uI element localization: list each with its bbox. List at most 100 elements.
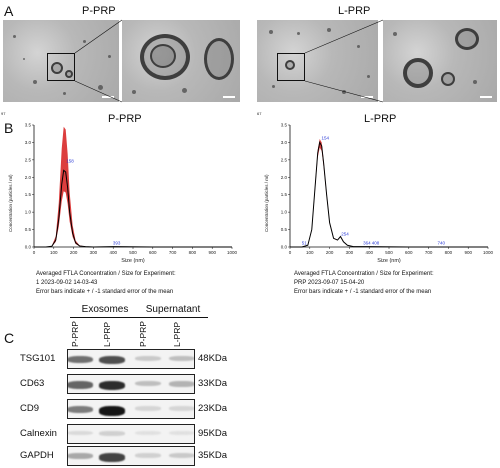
caption-left-line3: Error bars indicate + / -1 standard erro… <box>36 289 174 295</box>
blot-strip <box>67 374 195 394</box>
nta-right-y-tick-label: 2.5 <box>281 157 288 162</box>
protein-label: CD63 <box>20 378 45 389</box>
nta-right-xlabel: Size (nm) <box>377 258 401 264</box>
tem-zoom-left <box>122 20 240 102</box>
blot-strip <box>67 446 195 466</box>
caption-right-line3: Error bars indicate + / -1 standard erro… <box>294 289 432 295</box>
lane-label: P-PRP <box>70 321 80 347</box>
group-exosomes-label: Exosomes <box>81 304 129 315</box>
nta-right-error-band <box>290 138 488 247</box>
panel-a-letter: A <box>4 3 14 19</box>
blot-strip <box>67 399 195 419</box>
nta-left-x-tick-label: 700 <box>169 250 177 255</box>
nta-left-error-band <box>34 126 232 247</box>
lane-label: L-PRP <box>172 321 182 347</box>
nta-left-x-tick-label: 900 <box>208 250 216 255</box>
band <box>135 431 161 436</box>
nta-right-peak-label: 740 <box>438 240 446 245</box>
band <box>99 406 125 416</box>
nta-left-mean-line <box>34 169 232 248</box>
caption-left: Averaged FTLA Concentration / Size for E… <box>36 270 176 297</box>
chart-right-corner: 67 <box>257 111 262 116</box>
nta-left-peak-label: 158 <box>66 158 74 163</box>
nta-right-y-tick-label: 3.0 <box>281 140 288 145</box>
band <box>99 381 125 391</box>
nta-left-x-tick-label: 500 <box>129 250 137 255</box>
tem-overview-left <box>3 20 119 102</box>
nta-right-y-tick-label: 0.5 <box>281 227 288 232</box>
nta-right-x-tick-label: 400 <box>365 250 373 255</box>
nta-right-x-tick-label: 200 <box>326 250 334 255</box>
group-supernatant-label: Supernatant <box>145 304 201 315</box>
band <box>135 453 161 458</box>
caption-right-line2: PRP 2023-09-07 15-04-20 <box>294 280 365 286</box>
nta-chart-left: 0 100 200 300 400 500 600 700 800 900 1000 0.0 0.5 1.… <box>0 115 245 265</box>
nta-left-y-tick-label: 2.0 <box>25 175 32 180</box>
nta-left-peak-label: 393 <box>113 240 121 245</box>
kda-label: 95KDa <box>198 428 228 439</box>
nta-right-x-tick-label: 100 <box>306 250 314 255</box>
nta-left-x-tick-label: 1000 <box>227 250 238 255</box>
panel-b-letter: B <box>4 120 14 136</box>
nta-left-x-tick-label: 0 <box>33 250 36 255</box>
panel-b-left-title: P-PRP <box>108 113 142 125</box>
panel-b-right-title: L-PRP <box>364 113 397 125</box>
band <box>68 431 93 436</box>
caption-right-line1: Averaged FTLA Concentration / Size for E… <box>294 271 434 277</box>
nta-right-x-tick-label: 500 <box>385 250 393 255</box>
nta-left-x-tick-label: 400 <box>109 250 117 255</box>
nta-chart-left-svg: 0 100 200 300 400 500 600 700 800 900 1000 0.0 0.5 1.… <box>25 123 238 265</box>
kda-label: 23KDa <box>198 403 228 414</box>
blot-strip <box>67 349 195 369</box>
panel-a-right-title: L-PRP <box>338 5 371 17</box>
nta-right-peak-label: 364 <box>363 240 371 245</box>
nta-left-x-tick-label: 300 <box>90 250 98 255</box>
nta-left-x-tick-label: 200 <box>70 250 78 255</box>
nta-right-y-tick-label: 1.0 <box>281 210 288 215</box>
nta-right-x-tick-label: 700 <box>425 250 433 255</box>
nta-right-x-tick-label: 0 <box>289 250 292 255</box>
nta-right-peak-label: 408 <box>372 240 380 245</box>
band <box>135 406 161 411</box>
nta-right-y-tick-label: 2.0 <box>281 175 288 180</box>
tem-overview-right <box>257 20 378 102</box>
band <box>99 453 125 462</box>
nta-right-x-tick-label: 1000 <box>483 250 494 255</box>
chart-left-ylabel: Concentration (particles / ml) <box>8 174 13 232</box>
chart-right-ylabel: Concentration (particles / ml) <box>264 174 269 232</box>
band <box>169 406 194 411</box>
band <box>135 381 161 387</box>
band <box>169 381 194 387</box>
nta-right-mean-line <box>290 140 488 248</box>
protein-label: TSG101 <box>20 353 56 364</box>
band <box>68 381 93 389</box>
kda-label: 48KDa <box>198 353 228 364</box>
nta-left-y-tick-label: 2.5 <box>25 157 32 162</box>
caption-left-line2: 1 2023-09-02 14-03-43 <box>36 280 98 286</box>
band <box>169 453 194 458</box>
nta-left-x-tick-label: 100 <box>50 250 58 255</box>
protein-label: Calnexin <box>20 428 57 439</box>
nta-right-y-tick-label: 3.5 <box>281 123 288 128</box>
blot-strip <box>67 424 195 444</box>
protein-label: GAPDH <box>20 450 54 461</box>
zoom-lines-right <box>304 19 384 103</box>
kda-label: 35KDa <box>198 450 228 461</box>
panel-a-left-title: P-PRP <box>82 5 116 17</box>
nta-left-x-tick-label: 800 <box>189 250 197 255</box>
band <box>169 431 194 436</box>
nta-left-y-tick-label: 1.0 <box>25 210 32 215</box>
lane-label: L-PRP <box>102 321 112 347</box>
lane-label: P-PRP <box>138 321 148 347</box>
nta-left-x-tick-label: 600 <box>149 250 157 255</box>
nta-right-x-tick-label: 800 <box>445 250 453 255</box>
nta-right-peak-label: 254 <box>341 232 349 237</box>
nta-left-y-tick-label: 0.5 <box>25 227 32 232</box>
band <box>135 356 161 361</box>
protein-label: CD9 <box>20 403 40 414</box>
band <box>68 453 93 459</box>
tem-zoom-right <box>383 20 497 102</box>
chart-left-corner: 97 <box>1 111 6 116</box>
zoom-box-right <box>277 53 305 81</box>
nta-right-y-tick-label: 1.5 <box>281 192 288 197</box>
